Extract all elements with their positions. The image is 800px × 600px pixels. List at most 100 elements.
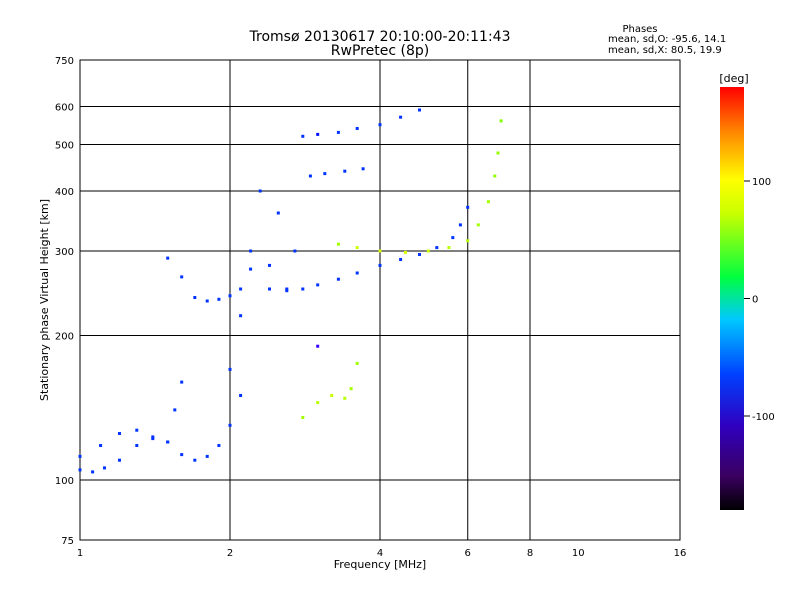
- x-tick-label-2: 4: [377, 548, 383, 559]
- echo-point-0-8: [193, 458, 197, 462]
- echo-point-4-6: [466, 239, 470, 243]
- x-tick-label-0: 1: [77, 548, 83, 559]
- echo-point-0-10: [217, 444, 221, 447]
- x-tick-label-5: 10: [572, 548, 585, 559]
- grid-lines: [80, 60, 680, 540]
- echo-point-1-6: [173, 408, 177, 412]
- echo-point-1-2: [118, 432, 121, 435]
- plot-area: 1 2 4 6 8 10 16 75 100 200 300 400 500 600 750: [55, 56, 686, 559]
- y-axis-label: Stationary phase Virtual Height [km]: [38, 199, 51, 401]
- echo-point-4-2: [378, 249, 382, 253]
- y-tick-label-7: 750: [55, 56, 74, 67]
- echo-point-2-2: [193, 296, 197, 299]
- echo-point-2-6: [239, 287, 243, 291]
- echo-point-3-4: [336, 277, 340, 281]
- y-tick-label-5: 500: [55, 141, 74, 152]
- echo-point-5-2: [336, 130, 340, 134]
- echo-point-5-0: [301, 134, 305, 138]
- echo-point-2-3: [205, 299, 209, 303]
- echo-point-4-4: [426, 249, 430, 253]
- echo-point-2-1: [180, 275, 184, 279]
- echo-point-5-3: [355, 127, 359, 130]
- echo-point-2-4: [217, 297, 221, 301]
- colorbar-gradient: [720, 87, 744, 510]
- echo-point-8-7: [293, 249, 297, 253]
- echo-point-0-9: [205, 454, 209, 458]
- echo-point-0-7: [180, 453, 184, 457]
- echo-point-7-2: [330, 394, 334, 397]
- echo-point-3-0: [268, 287, 271, 291]
- echo-point-1-3: [135, 428, 139, 432]
- echo-point-0-0: [78, 468, 82, 472]
- echo-point-7-0: [301, 416, 305, 419]
- stats-x-line: mean, sd,X: 80.5, 19.9: [608, 45, 722, 56]
- echo-point-1-5: [166, 440, 170, 444]
- y-tick-label-0: 75: [61, 536, 74, 547]
- colorbar-tick-label-2: -100: [752, 412, 775, 423]
- echo-point-4-1: [355, 246, 359, 250]
- echo-point-4-11: [499, 119, 503, 123]
- echo-point-0-2: [103, 466, 106, 470]
- echo-point-7-3: [343, 396, 347, 400]
- echo-point-3-6: [378, 263, 382, 267]
- echo-point-8-5: [276, 211, 280, 215]
- y-tick-label-4: 400: [55, 187, 74, 198]
- stats-o-line: mean, sd,O: -95.6, 14.1: [608, 34, 726, 45]
- echo-point-0-5: [151, 435, 155, 439]
- data-points: [78, 108, 503, 474]
- echo-point-3-8: [418, 253, 421, 256]
- echo-point-1-1: [99, 444, 103, 447]
- echo-point-3-2: [301, 287, 305, 291]
- echo-point-4-3: [404, 250, 407, 254]
- echo-point-0-1: [91, 470, 95, 474]
- echo-point-8-8: [316, 344, 320, 348]
- y-tick-label-3: 300: [55, 247, 74, 258]
- stats-heading: Phases: [622, 24, 657, 35]
- phase-colorbar: [deg] 100 0 -100: [719, 72, 775, 510]
- echo-point-6-1: [323, 172, 327, 176]
- echo-point-3-1: [285, 289, 289, 293]
- x-tick-label-3: 6: [465, 548, 471, 559]
- echo-point-3-12: [466, 205, 470, 209]
- echo-point-8-0: [228, 367, 232, 371]
- echo-point-4-7: [476, 223, 480, 227]
- echo-point-8-3: [258, 189, 262, 193]
- echo-point-6-0: [308, 174, 312, 178]
- echo-point-5-1: [316, 132, 320, 136]
- echo-point-4-9: [493, 174, 497, 178]
- echo-point-8-4: [268, 263, 271, 267]
- echo-point-3-10: [451, 236, 455, 240]
- colorbar-label: [deg]: [719, 72, 748, 85]
- echo-point-4-10: [496, 151, 500, 155]
- echo-point-2-7: [249, 267, 253, 271]
- echo-point-6-3: [361, 167, 365, 171]
- echo-point-5-4: [378, 123, 382, 127]
- echo-point-7-4: [349, 387, 353, 391]
- echo-point-6-2: [343, 169, 347, 173]
- echo-point-4-0: [336, 242, 340, 246]
- echo-point-3-9: [435, 246, 439, 250]
- x-tick-label-6: 16: [674, 548, 687, 559]
- echo-point-3-5: [355, 271, 359, 275]
- chart-title: Tromsø 20130617 20:10:00-20:11:43: [249, 29, 511, 45]
- echo-point-5-5: [399, 115, 403, 119]
- echo-point-0-12: [239, 394, 243, 397]
- chart-subtitle: RwPretec (8p): [331, 43, 429, 59]
- echo-point-4-8: [486, 200, 490, 204]
- echo-point-0-3: [118, 458, 121, 462]
- colorbar-tick-label-0: 100: [752, 177, 771, 188]
- colorbar-tick-label-1: 0: [752, 295, 758, 306]
- echo-point-4-5: [447, 246, 451, 250]
- axis-ticks: 1 2 4 6 8 10 16 75 100 200 300 400 500 600 750: [55, 56, 686, 559]
- echo-point-0-4: [135, 444, 139, 447]
- y-tick-label-2: 200: [55, 332, 74, 343]
- x-tick-label-4: 8: [527, 548, 533, 559]
- x-axis-label: Frequency [MHz]: [334, 558, 426, 571]
- y-tick-label-6: 600: [55, 103, 74, 114]
- echo-point-5-6: [418, 108, 421, 112]
- echo-point-8-6: [285, 287, 289, 291]
- echo-point-3-7: [399, 258, 403, 261]
- echo-point-3-3: [316, 283, 320, 287]
- echo-point-2-0: [166, 256, 170, 260]
